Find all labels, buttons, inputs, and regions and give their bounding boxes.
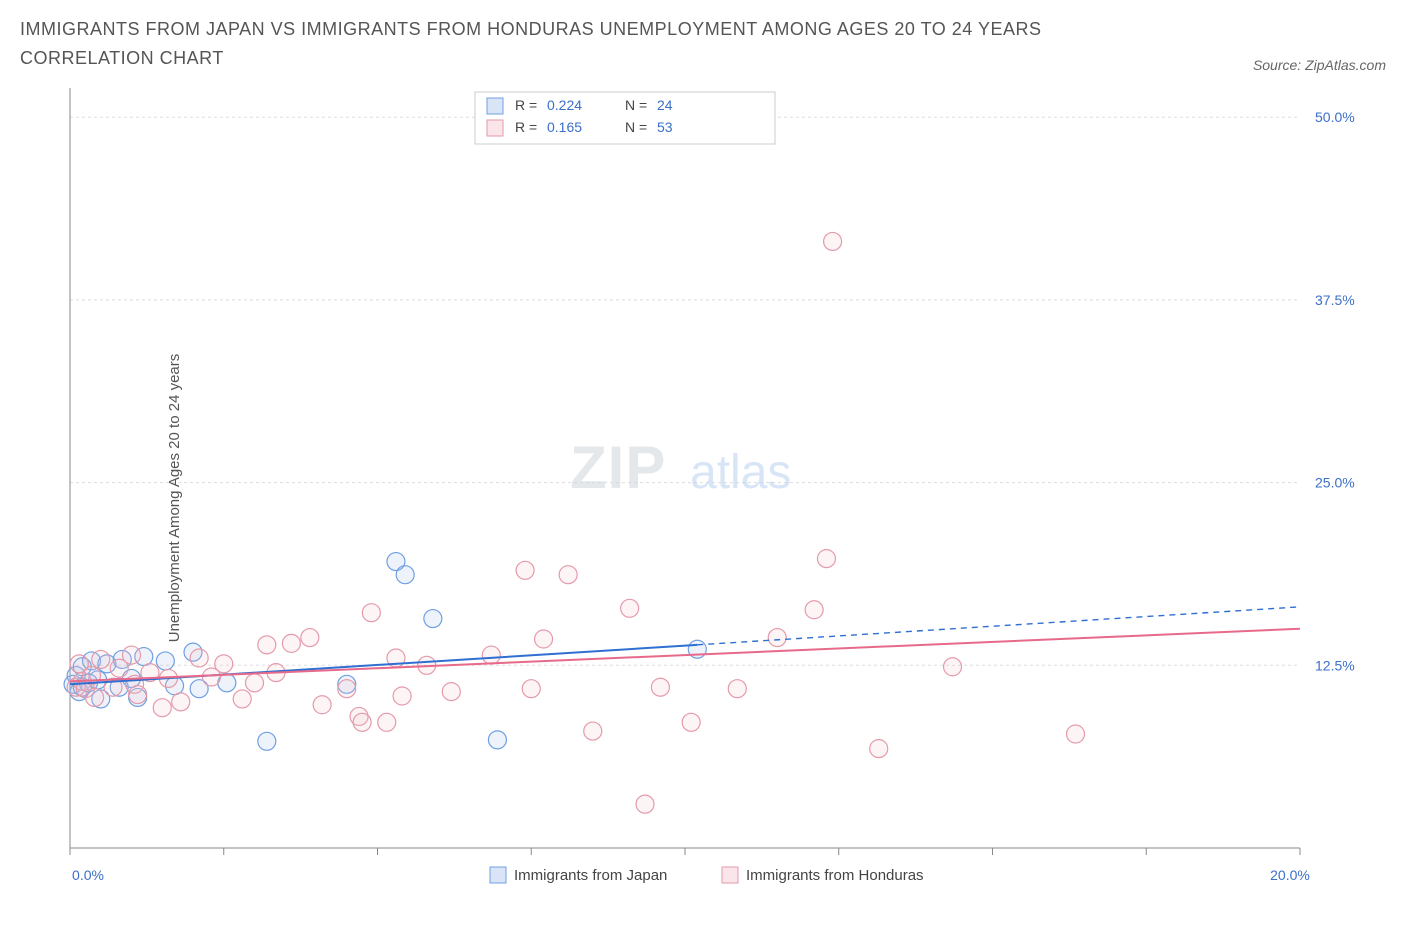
data-point-honduras [516, 561, 534, 579]
chart-title: IMMIGRANTS FROM JAPAN VS IMMIGRANTS FROM… [20, 15, 1120, 73]
legend-r-value: 0.224 [547, 97, 582, 113]
data-point-honduras [86, 688, 104, 706]
data-point-honduras [172, 692, 190, 710]
y-tick-label: 37.5% [1315, 292, 1355, 308]
data-point-japan [396, 565, 414, 583]
data-point-honduras [233, 690, 251, 708]
legend-n-label: N = [625, 119, 647, 135]
data-point-honduras [353, 713, 371, 731]
data-point-japan [258, 732, 276, 750]
data-point-honduras [728, 679, 746, 697]
data-point-honduras [522, 679, 540, 697]
legend-n-label: N = [625, 97, 647, 113]
data-point-honduras [442, 682, 460, 700]
series-swatch [490, 867, 506, 883]
legend-n-value: 24 [657, 97, 673, 113]
y-tick-label: 50.0% [1315, 109, 1355, 125]
watermark-text: ZIP [570, 434, 666, 501]
legend-r-label: R = [515, 119, 537, 135]
data-point-honduras [824, 232, 842, 250]
data-point-honduras [870, 739, 888, 757]
data-point-honduras [378, 713, 396, 731]
data-point-honduras [1067, 725, 1085, 743]
data-point-honduras [621, 599, 639, 617]
legend-swatch [487, 98, 503, 114]
legend-r-value: 0.165 [547, 119, 582, 135]
data-point-honduras [129, 685, 147, 703]
watermark-text: atlas [690, 446, 791, 499]
x-tick-label: 0.0% [72, 867, 104, 883]
data-point-japan [488, 730, 506, 748]
header-row: IMMIGRANTS FROM JAPAN VS IMMIGRANTS FROM… [20, 15, 1386, 73]
data-point-honduras [482, 646, 500, 664]
data-point-honduras [535, 630, 553, 648]
series-swatch [722, 867, 738, 883]
y-tick-label: 25.0% [1315, 474, 1355, 490]
source-label: Source: ZipAtlas.com [1253, 57, 1386, 73]
data-point-honduras [246, 673, 264, 691]
y-tick-label: 12.5% [1315, 657, 1355, 673]
trend-line-honduras [70, 628, 1300, 681]
data-point-honduras [313, 695, 331, 713]
data-point-japan [156, 652, 174, 670]
y-axis-label: Unemployment Among Ages 20 to 24 years [166, 353, 183, 642]
series-label: Immigrants from Japan [514, 867, 667, 884]
data-point-honduras [282, 634, 300, 652]
legend-r-label: R = [515, 97, 537, 113]
chart-container: Unemployment Among Ages 20 to 24 years 1… [20, 78, 1386, 918]
trend-line-ext-japan [697, 606, 1300, 644]
data-point-japan [424, 609, 442, 627]
data-point-honduras [584, 722, 602, 740]
data-point-honduras [768, 628, 786, 646]
data-point-honduras [651, 678, 669, 696]
x-tick-label: 20.0% [1270, 867, 1310, 883]
data-point-honduras [215, 654, 233, 672]
legend-n-value: 53 [657, 119, 673, 135]
data-point-honduras [817, 549, 835, 567]
data-point-honduras [682, 713, 700, 731]
data-point-honduras [338, 679, 356, 697]
data-point-honduras [258, 635, 276, 653]
data-point-honduras [805, 600, 823, 618]
correlation-scatter-chart: 12.5% 25.0% 37.5% 50.0% ZIP atlas 0.0% 20.0% R =… [20, 78, 1360, 918]
data-point-honduras [362, 603, 380, 621]
data-point-honduras [123, 646, 141, 664]
data-point-honduras [92, 650, 110, 668]
legend-swatch [487, 120, 503, 136]
data-point-honduras [301, 628, 319, 646]
data-point-honduras [190, 649, 208, 667]
data-point-honduras [944, 657, 962, 675]
data-point-honduras [636, 795, 654, 813]
data-point-honduras [559, 565, 577, 583]
data-point-honduras [153, 698, 171, 716]
data-point-honduras [393, 687, 411, 705]
series-label: Immigrants from Honduras [746, 867, 924, 884]
